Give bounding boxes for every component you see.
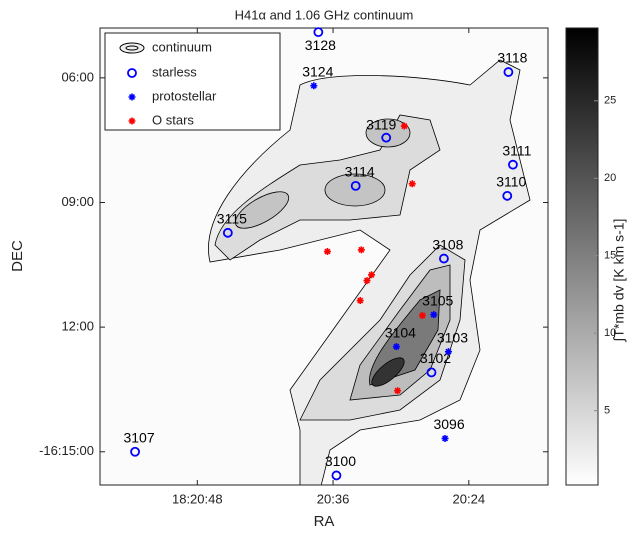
- marker: [408, 180, 416, 188]
- marker: [356, 297, 364, 305]
- marker: [418, 311, 426, 319]
- marker: [127, 68, 137, 78]
- y-axis-label: DEC: [9, 240, 26, 272]
- marker: [381, 132, 392, 143]
- contour: [234, 191, 290, 229]
- colorbar-tick-label: 20: [604, 172, 616, 184]
- contour: [371, 357, 405, 387]
- colorbar-tick-label: 25: [604, 95, 616, 107]
- marker: [444, 348, 452, 356]
- marker: [502, 190, 513, 201]
- contour: [208, 59, 531, 485]
- marker: [508, 159, 518, 170]
- axes-frame: [99, 27, 549, 486]
- point-label: 3110: [496, 174, 526, 190]
- colorbar-label: ∫T*mb dv [K km s-1]: [611, 219, 627, 343]
- y-tick-label: 09:00: [61, 194, 94, 209]
- colorbar: [565, 27, 599, 486]
- marker: [350, 180, 361, 191]
- marker: [426, 367, 437, 378]
- marker: [503, 67, 514, 77]
- marker: [357, 246, 365, 254]
- point-label: 3111: [502, 142, 531, 158]
- marker: [430, 311, 438, 319]
- point-label: 3128: [305, 37, 336, 53]
- point-label: 3124: [302, 63, 333, 79]
- contour-map: [208, 59, 531, 485]
- legend-label: protostellar: [152, 88, 217, 103]
- marker: [394, 387, 402, 395]
- x-axis-label: RA: [314, 513, 335, 530]
- marker: [313, 27, 324, 38]
- marker: [310, 82, 318, 90]
- point-label: 3102: [420, 350, 451, 366]
- point-label: 3100: [325, 453, 356, 469]
- legend-icon: [119, 42, 145, 54]
- marker: [331, 470, 342, 481]
- y-tick-label: -16:15:00: [39, 443, 94, 458]
- point-label: 3108: [432, 236, 463, 252]
- point-label: 3103: [437, 329, 468, 345]
- point-label: 3104: [385, 324, 416, 340]
- marker: [323, 248, 331, 256]
- y-tick-label: 12:00: [61, 319, 94, 334]
- point-label: 3105: [422, 292, 453, 308]
- legend-icon: [125, 45, 139, 51]
- point-label: 3114: [345, 164, 375, 180]
- marker: [222, 227, 233, 238]
- point-label: 3119: [366, 116, 396, 132]
- marker: [128, 117, 136, 125]
- marker: [392, 343, 400, 351]
- legend-label: continuum: [152, 39, 212, 54]
- marker: [363, 277, 371, 285]
- x-tick-label: 20:36: [317, 491, 350, 506]
- x-tick-label: 18:20:48: [172, 491, 223, 506]
- y-tick-label: 06:00: [61, 69, 94, 84]
- legend: continuum starless protostellar O stars: [104, 32, 281, 131]
- legend-label: starless: [152, 64, 197, 79]
- colorbar-tick-label: 10: [604, 327, 616, 339]
- legend-label: O stars: [152, 112, 194, 127]
- point-label: 3107: [123, 429, 154, 445]
- marker: [400, 122, 408, 130]
- chart-title: H41α and 1.06 GHz continuum: [235, 7, 414, 22]
- x-tick-label: 20:24: [453, 491, 486, 506]
- point-label: 3118: [497, 50, 527, 66]
- marker: [128, 93, 136, 101]
- marker: [439, 253, 449, 264]
- point-label: 3115: [217, 211, 247, 227]
- colorbar-tick-label: 5: [604, 405, 610, 417]
- marker: [130, 446, 140, 457]
- marker: [441, 434, 449, 442]
- point-label: 3096: [433, 416, 464, 432]
- contour: [365, 118, 411, 148]
- marker: [368, 271, 376, 279]
- colorbar-tick-label: 15: [604, 250, 616, 262]
